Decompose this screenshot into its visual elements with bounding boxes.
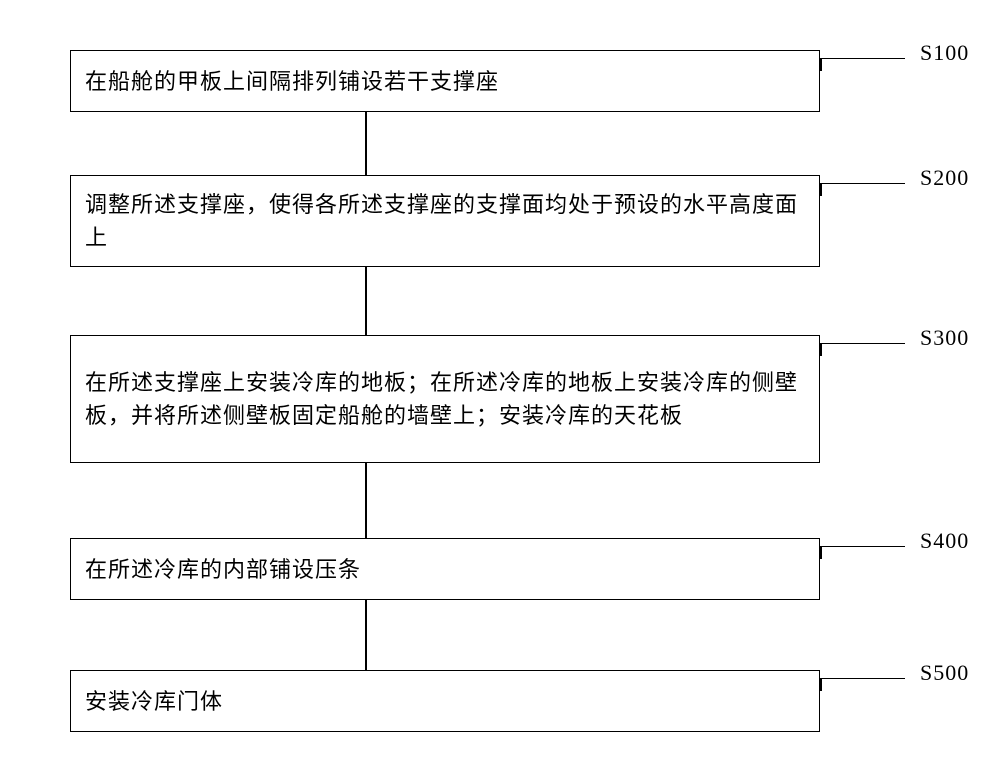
- step-text-s200: 调整所述支撑座，使得各所述支撑座的支撑面均处于预设的水平高度面上: [85, 188, 805, 254]
- leader-s100: [820, 58, 905, 70]
- flowchart-container: 在船舱的甲板上间隔排列铺设若干支撑座 S100 调整所述支撑座，使得各所述支撑座…: [0, 0, 1000, 772]
- leader-s200: [820, 183, 905, 195]
- step-label-s300: S300: [920, 325, 969, 351]
- step-box-s300: 在所述支撑座上安装冷库的地板；在所述冷库的地板上安装冷库的侧壁板，并将所述侧壁板…: [70, 335, 820, 463]
- leader-s300: [820, 343, 905, 355]
- step-box-s100: 在船舱的甲板上间隔排列铺设若干支撑座: [70, 50, 820, 112]
- step-text-s300: 在所述支撑座上安装冷库的地板；在所述冷库的地板上安装冷库的侧壁板，并将所述侧壁板…: [85, 366, 805, 432]
- step-text-s400: 在所述冷库的内部铺设压条: [85, 553, 361, 586]
- step-label-s400: S400: [920, 528, 969, 554]
- step-label-s500: S500: [920, 660, 969, 686]
- leader-s400: [820, 546, 905, 558]
- step-label-s200: S200: [920, 165, 969, 191]
- connector-3-4: [365, 463, 367, 538]
- step-box-s200: 调整所述支撑座，使得各所述支撑座的支撑面均处于预设的水平高度面上: [70, 175, 820, 267]
- step-box-s400: 在所述冷库的内部铺设压条: [70, 538, 820, 600]
- connector-1-2: [365, 112, 367, 175]
- connector-2-3: [365, 267, 367, 335]
- step-box-s500: 安装冷库门体: [70, 670, 820, 732]
- leader-s500: [820, 678, 905, 690]
- step-text-s500: 安装冷库门体: [85, 685, 223, 718]
- step-text-s100: 在船舱的甲板上间隔排列铺设若干支撑座: [85, 65, 499, 98]
- connector-4-5: [365, 600, 367, 670]
- step-label-s100: S100: [920, 40, 969, 66]
